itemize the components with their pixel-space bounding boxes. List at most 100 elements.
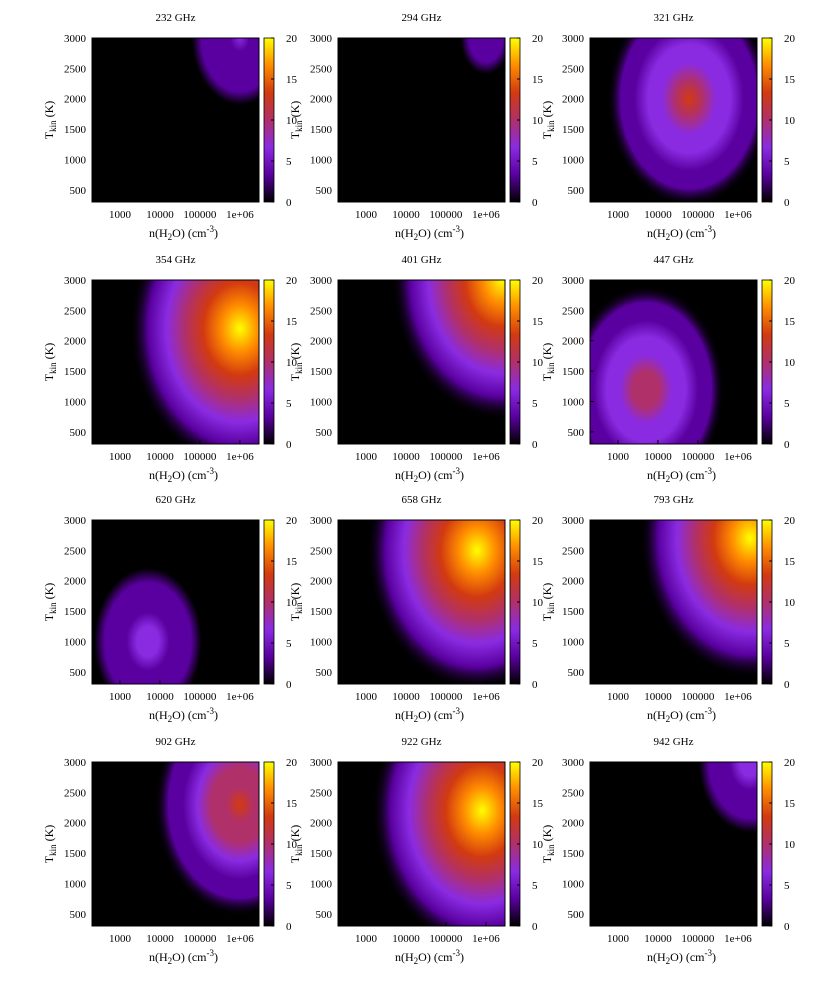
colorbar-tick-label: 15 [286,74,298,86]
x-tick-label: 1000 [109,933,132,945]
colorbar-tick-label: 20 [784,33,796,45]
y-tick-label: 500 [568,427,585,439]
colorbar-tick-label: 15 [784,556,796,568]
heatmap-panel: 321 GHz 1000 10000 100000 1e+06 500 1000 1500 20… [540,12,796,242]
x-axis-label: n(H2O) (cm-3) [395,948,464,966]
plot-frame [337,37,506,203]
panel-title: 232 GHz [155,12,195,24]
heatmap-region [688,762,757,846]
y-tick-label: 2000 [64,576,87,588]
panel-title: 942 GHz [653,736,693,748]
x-tick-label: 100000 [183,933,217,945]
x-tick-label: 1e+06 [472,451,500,463]
y-tick-label: 2500 [310,305,333,317]
x-tick-label: 10000 [146,451,174,463]
x-tick-label: 100000 [429,933,463,945]
x-tick-label: 100000 [681,209,715,221]
x-tick-label: 1e+06 [226,209,254,221]
y-tick-label: 2000 [64,94,87,106]
y-tick-label: 2500 [310,787,333,799]
colorbar-tick-label: 15 [286,316,298,328]
colorbar-tick-label: 10 [532,597,544,609]
y-tick-label: 2500 [310,63,333,75]
y-tick-label: 3000 [64,33,87,45]
colorbar-tick-label: 0 [784,439,790,451]
colorbar-tick-label: 5 [532,156,538,168]
y-tick-label: 2000 [562,336,585,348]
colorbar-tick-label: 20 [532,33,544,45]
y-tick-label: 3000 [310,515,333,527]
y-tick-label: 1000 [64,154,87,166]
y-tick-label: 3000 [64,515,87,527]
colorbar-tick-label: 15 [784,798,796,810]
y-axis-label: Tkin (K) [288,825,304,864]
panel-title: 401 GHz [401,254,441,266]
colorbar-tick-label: 0 [532,439,538,451]
colorbar-tick-label: 10 [286,357,298,369]
panel-title: 658 GHz [401,494,441,506]
plot-frame [337,761,506,927]
y-tick-label: 1000 [562,878,585,890]
panel-title: 922 GHz [401,736,441,748]
y-tick-label: 500 [70,427,87,439]
x-tick-label: 100000 [183,691,217,703]
y-tick-label: 500 [568,667,585,679]
x-tick-label: 10000 [644,933,672,945]
heatmap-region [154,762,259,917]
colorbar-tick-label: 20 [784,275,796,287]
y-tick-label: 2500 [64,787,87,799]
colorbar-tick-label: 0 [784,921,790,933]
colorbar-tick-label: 10 [784,115,796,127]
y-tick-label: 1000 [310,878,333,890]
colorbar-tick-label: 15 [532,74,544,86]
x-tick-label: 1e+06 [226,691,254,703]
heatmap-panel: 447 GHz 1000 10000 100000 1e+06 500 1000 1500 20… [540,254,796,484]
heatmap-region [372,762,505,926]
x-tick-label: 1000 [109,209,132,221]
x-tick-label: 10000 [146,691,174,703]
x-tick-label: 100000 [183,209,217,221]
colorbar-tick-label: 20 [532,757,544,769]
y-axis-label: Tkin (K) [42,583,58,622]
x-tick-label: 100000 [681,933,715,945]
y-tick-label: 3000 [64,275,87,287]
x-axis-label: n(H2O) (cm-3) [647,706,716,724]
colorbar-tick-label: 10 [286,839,298,851]
y-tick-label: 500 [568,185,585,197]
y-axis-label: Tkin (K) [288,101,304,140]
y-tick-label: 500 [316,909,333,921]
panel-title: 447 GHz [653,254,693,266]
colorbar-tick-label: 0 [532,921,538,933]
x-tick-label: 10000 [644,209,672,221]
y-tick-label: 1500 [64,606,87,618]
heatmap-region [182,38,259,118]
x-tick-label: 1e+06 [472,209,500,221]
heatmap-region [639,520,757,679]
x-tick-label: 1000 [355,209,378,221]
x-tick-label: 1e+06 [472,933,500,945]
heatmap-panel: 942 GHz 1000 10000 100000 1e+06 500 1000 1500 20… [540,736,796,966]
y-tick-label: 2000 [310,336,333,348]
y-axis-label: Tkin (K) [540,343,556,382]
heatmap-region [129,280,259,444]
y-tick-label: 1000 [310,636,333,648]
x-tick-label: 10000 [392,451,420,463]
x-axis-label: n(H2O) (cm-3) [647,224,716,242]
y-tick-label: 3000 [562,515,585,527]
x-tick-label: 1000 [607,209,630,221]
colorbar-tick-label: 5 [784,398,790,410]
y-tick-label: 1500 [310,366,333,378]
plot-frame [589,279,758,445]
x-tick-label: 1000 [109,451,132,463]
y-tick-label: 1500 [562,606,585,618]
x-axis-label: n(H2O) (cm-3) [647,466,716,484]
colorbar-tick-label: 15 [532,798,544,810]
colorbar-tick-label: 10 [532,115,544,127]
colorbar-tick-label: 0 [532,679,538,691]
plot-frame [337,519,506,685]
colorbar-tick-label: 0 [532,197,538,209]
y-tick-label: 2500 [562,305,585,317]
x-tick-label: 1000 [607,933,630,945]
